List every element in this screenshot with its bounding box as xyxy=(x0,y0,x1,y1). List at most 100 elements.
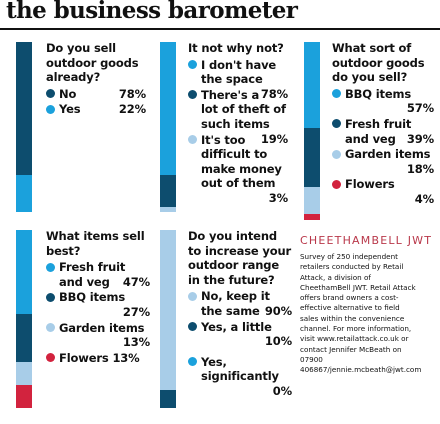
legend-dot xyxy=(46,353,55,363)
answer-label: BBQ items xyxy=(345,86,412,101)
bar-segment-2 xyxy=(160,390,176,408)
bar-segment-2 xyxy=(16,313,32,362)
bar-segment-4 xyxy=(304,213,320,220)
stacked-bar xyxy=(304,42,320,220)
answer-value: 13% xyxy=(122,335,150,350)
legend-dot xyxy=(188,291,197,301)
panel-text: What sort of outdoor goods do you sell? … xyxy=(332,41,434,208)
answer-value: 27% xyxy=(122,304,150,319)
answer-label: Fresh fruit and veg xyxy=(59,260,126,289)
bar-segment-3 xyxy=(304,186,320,214)
question: It not why not? xyxy=(188,41,284,55)
title-rule xyxy=(0,28,440,30)
answer-value: 10% xyxy=(264,334,292,349)
answer-label: No xyxy=(59,86,77,101)
legend-dot xyxy=(188,357,197,367)
stacked-bar xyxy=(160,230,176,408)
legend-dot xyxy=(46,262,55,272)
answer-label: There's a lot of theft of such items xyxy=(201,87,286,131)
answer-value: 0% xyxy=(272,383,292,398)
legend-dot xyxy=(332,119,341,129)
stacked-bar xyxy=(160,42,176,212)
answer-item: Garden items 13% xyxy=(46,321,150,350)
answer-value: 4% xyxy=(414,191,434,206)
answer-value: 22% xyxy=(118,102,146,117)
answer-label: Yes, a little xyxy=(201,319,272,334)
page-title: the business barometer xyxy=(6,0,298,24)
answer-label: It's too difficult to make money out of … xyxy=(201,132,282,191)
bar-segment-3 xyxy=(160,206,176,212)
survey-note: Survey of 250 independent retailers cond… xyxy=(300,252,422,375)
bar-segment-1 xyxy=(16,230,32,314)
panel-why-not: It not why not? I don't have the space 7… xyxy=(160,41,290,212)
answer-label: Garden items xyxy=(345,147,431,162)
panel-text: What items sell best? Fresh fruit and ve… xyxy=(46,229,150,366)
answer-label: Flowers xyxy=(59,350,109,365)
panel-increase-range: Do you intend to increase your outdoor r… xyxy=(160,229,292,408)
answer-item: Yes 22% xyxy=(46,102,146,117)
answer-value: 19% xyxy=(260,131,288,146)
legend-dot xyxy=(332,89,341,99)
bar-segment-1 xyxy=(160,230,176,391)
answer-label: I don't have the space xyxy=(201,57,277,87)
answer-value: 78% xyxy=(118,86,146,101)
answer-value: 90% xyxy=(264,303,292,318)
answer-item: It's too difficult to make money out of … xyxy=(188,132,288,205)
legend-dot xyxy=(188,135,197,145)
bar-segment-4 xyxy=(16,384,32,408)
legend-dot xyxy=(332,149,341,159)
legend-dot xyxy=(332,179,341,189)
bar-segment-2 xyxy=(160,174,176,207)
stacked-bar xyxy=(16,230,32,408)
answer-label: BBQ items xyxy=(59,290,126,305)
answer-item: BBQ items 57% xyxy=(332,87,434,116)
stacked-bar xyxy=(16,42,32,212)
answer-value: 57% xyxy=(406,101,434,116)
answer-item: Yes, a little 10% xyxy=(188,320,292,349)
question: What items sell best? xyxy=(46,229,145,258)
question: Do you sell outdoor goods already? xyxy=(46,41,139,85)
answer-item: Fresh fruit and veg 39% xyxy=(332,117,434,146)
legend-dot xyxy=(188,60,197,70)
answer-item: Yes, significantly 0% xyxy=(188,354,292,398)
answer-item: Flowers 4% xyxy=(332,177,434,206)
answer-value: 78% xyxy=(260,86,288,101)
panel-text: Do you sell outdoor goods already? No 78… xyxy=(46,41,146,118)
answer-item: There's a lot of theft of such items 19% xyxy=(188,87,288,146)
panel-text: It not why not? I don't have the space 7… xyxy=(188,41,288,206)
brand-logo: CHEETHAMBELL JWT xyxy=(300,234,433,247)
answer-item: No, keep it the same 90% xyxy=(188,289,292,318)
answer-value: 47% xyxy=(122,274,150,289)
answer-label: Yes xyxy=(59,102,81,117)
legend-dot xyxy=(46,292,55,302)
panel-outdoor-goods-sold: What sort of outdoor goods do you sell? … xyxy=(304,41,434,220)
legend-dot xyxy=(188,90,197,100)
bar-segment-2 xyxy=(304,128,320,187)
question: Do you intend to increase your outdoor r… xyxy=(188,229,292,287)
answer-label: No, keep it the same xyxy=(201,289,270,318)
answer-label: Fresh fruit and veg xyxy=(345,116,412,146)
bar-segment-1 xyxy=(160,42,176,175)
bar-segment-3 xyxy=(16,361,32,385)
answer-label: Flowers xyxy=(345,177,395,192)
answer-item: I don't have the space 78% xyxy=(188,57,288,101)
legend-dot xyxy=(46,104,55,114)
answer-value: 39% xyxy=(406,131,434,146)
answer-label: Yes, significantly xyxy=(201,354,279,384)
answer-item: Fresh fruit and veg 47% xyxy=(46,260,150,289)
answer-item: No 78% xyxy=(46,87,146,102)
answer-item: Flowers 13% xyxy=(46,351,150,366)
legend-dot xyxy=(46,323,55,333)
answer-value: 18% xyxy=(406,161,434,176)
answer-value: 3% xyxy=(268,190,288,205)
legend-dot xyxy=(188,322,197,332)
answer-value: 13% xyxy=(112,350,140,365)
panel-text: Do you intend to increase your outdoor r… xyxy=(188,229,292,399)
answer-label: Garden items xyxy=(59,320,145,335)
bar-segment-1 xyxy=(16,42,32,175)
panel-sell-outdoor: Do you sell outdoor goods already? No 78… xyxy=(16,41,146,212)
answer-item: Garden items 18% xyxy=(332,147,434,176)
legend-dot xyxy=(46,89,55,99)
bar-segment-1 xyxy=(304,42,320,128)
